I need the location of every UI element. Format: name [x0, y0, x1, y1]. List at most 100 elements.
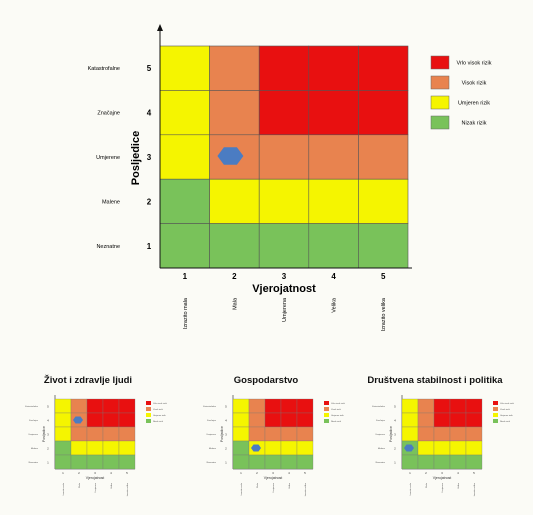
- matrix-cell-high: [70, 426, 88, 442]
- matrix-cell-high: [248, 398, 266, 414]
- x-tick-label: Velika: [332, 297, 338, 313]
- legend-swatch-very-high: [493, 401, 498, 405]
- y-tick-number: 1: [147, 242, 152, 251]
- matrix-cell-very-high: [102, 398, 120, 414]
- matrix-cell-high: [358, 134, 409, 180]
- legend-label: Nizak rizik: [500, 420, 511, 423]
- x-tick-number: 4: [331, 272, 336, 281]
- y-axis-arrowhead: [157, 24, 163, 31]
- legend-swatch-low: [430, 115, 450, 130]
- matrix-cell-low: [159, 223, 210, 269]
- panel-title: Društvena stabilnost i politika: [367, 375, 503, 386]
- matrix-cell-very-high: [449, 398, 467, 414]
- matrix-cell-low: [232, 440, 250, 456]
- matrix-cell-low: [449, 454, 467, 470]
- matrix-cell-high: [417, 412, 435, 428]
- y-axis-title: Posljedice: [42, 426, 46, 442]
- matrix-cell-moderate: [358, 178, 409, 224]
- matrix-cell-moderate: [54, 398, 72, 414]
- matrix-cell-low: [248, 454, 266, 470]
- y-tick-number: 2: [225, 447, 227, 451]
- matrix-cell-very-high: [102, 412, 120, 428]
- y-tick-label: Malene: [31, 448, 39, 450]
- x-tick-label: Velika: [289, 482, 291, 489]
- legend-swatch-very-high: [430, 55, 450, 70]
- legend-swatch-high: [430, 75, 450, 90]
- matrix-cell-low: [417, 454, 435, 470]
- y-tick-label: Umjerene: [96, 155, 120, 161]
- y-tick-number: 1: [394, 461, 396, 465]
- matrix-cell-moderate: [70, 440, 88, 456]
- x-tick-number: 4: [288, 471, 290, 475]
- matrix-cell-moderate: [264, 440, 282, 456]
- matrix-cell-moderate: [449, 440, 467, 456]
- x-tick-label: Izrazito velika: [381, 297, 387, 331]
- matrix-cell-low: [54, 440, 72, 456]
- x-tick-label: Izrazito velika: [304, 482, 307, 496]
- matrix-cell-moderate: [209, 178, 260, 224]
- x-tick-label: Velika: [111, 482, 113, 489]
- matrix-cell-very-high: [465, 398, 483, 414]
- y-tick-number: 2: [47, 447, 49, 451]
- matrix-cell-very-high: [86, 398, 104, 414]
- matrix-cell-moderate: [465, 440, 483, 456]
- matrix-cell-high: [248, 426, 266, 442]
- y-tick-number: 3: [394, 433, 396, 437]
- risk-marker-hexagon: [251, 444, 261, 452]
- y-tick-label: Malene: [102, 199, 120, 205]
- matrix-cell-moderate: [232, 426, 250, 442]
- x-axis-labels: 1 Izrazito mala 2 Mala 3 Umjerena 4 Velika 5 Izra…: [183, 272, 388, 331]
- y-tick-number: 3: [47, 433, 49, 437]
- matrix-cell-very-high: [358, 45, 409, 91]
- x-tick-number: 1: [183, 272, 188, 281]
- x-tick-label: Umjerena: [94, 482, 97, 492]
- x-tick-label: Izrazito velika: [473, 482, 476, 496]
- x-axis-title: Vjerojatnost: [433, 476, 452, 480]
- mini-risk-matrix: Katastrofalne 5 Značajne 4 Umjerene 3 Malene 2 N…: [25, 395, 168, 496]
- x-tick-number: 5: [381, 272, 386, 281]
- y-tick-number: 2: [394, 447, 396, 451]
- matrix-cell-very-high: [308, 90, 359, 136]
- matrix-cell-very-high: [308, 45, 359, 91]
- x-axis-title: Vjerojatnost: [252, 283, 316, 295]
- legend-swatch-low: [493, 419, 498, 423]
- matrix-cell-low: [54, 454, 72, 470]
- y-tick-label: Umjerene: [29, 433, 39, 436]
- y-tick-label: Umjerene: [376, 433, 386, 436]
- y-tick-label: Malene: [378, 448, 386, 450]
- matrix-cell-very-high: [296, 398, 314, 414]
- matrix-cell-high: [70, 398, 88, 414]
- matrix-cell-low: [232, 454, 250, 470]
- panel-title: Gospodarstvo: [233, 375, 299, 386]
- main-risk-matrix: Katastrofalne 5 Značajne 4 Umjerene 3 Malene 2 N…: [88, 24, 492, 331]
- y-tick-label: Neznatne: [96, 244, 120, 250]
- y-tick-label: Neznatne: [207, 461, 217, 464]
- legend-label: Vrlo visok rizik: [153, 402, 168, 405]
- matrix-cell-low: [102, 454, 120, 470]
- y-tick-label: Neznatne: [29, 461, 39, 464]
- matrix-cell-moderate: [280, 440, 298, 456]
- matrix-cell-low: [296, 454, 314, 470]
- x-tick-number: 2: [232, 272, 237, 281]
- matrix-cell-moderate: [102, 440, 120, 456]
- panel-economy: Gospodarstvo Katastrofalne 5 Značajne 4 Umje…: [186, 375, 346, 515]
- x-tick-label: Izrazito mala: [240, 482, 243, 495]
- x-tick-number: 1: [409, 471, 411, 475]
- x-tick-label: Izrazito mala: [62, 482, 65, 495]
- y-tick-number: 5: [225, 405, 227, 409]
- y-tick-number: 3: [147, 153, 152, 162]
- matrix-cell-low: [433, 454, 451, 470]
- matrix-cell-very-high: [433, 412, 451, 428]
- matrix-cell-moderate: [401, 398, 419, 414]
- matrix-cell-low: [70, 454, 88, 470]
- matrix-cell-very-high: [264, 398, 282, 414]
- matrix-cell-moderate: [159, 90, 210, 136]
- matrix-cell-high: [102, 426, 120, 442]
- matrix-cell-moderate: [401, 426, 419, 442]
- matrix-grid: [159, 45, 409, 269]
- legend-label: Nizak rizik: [461, 121, 486, 127]
- y-tick-number: 4: [394, 419, 396, 423]
- legend-label: Umjeren rizik: [458, 101, 490, 107]
- y-tick-label: Značajne: [97, 111, 120, 117]
- matrix-cell-moderate: [232, 398, 250, 414]
